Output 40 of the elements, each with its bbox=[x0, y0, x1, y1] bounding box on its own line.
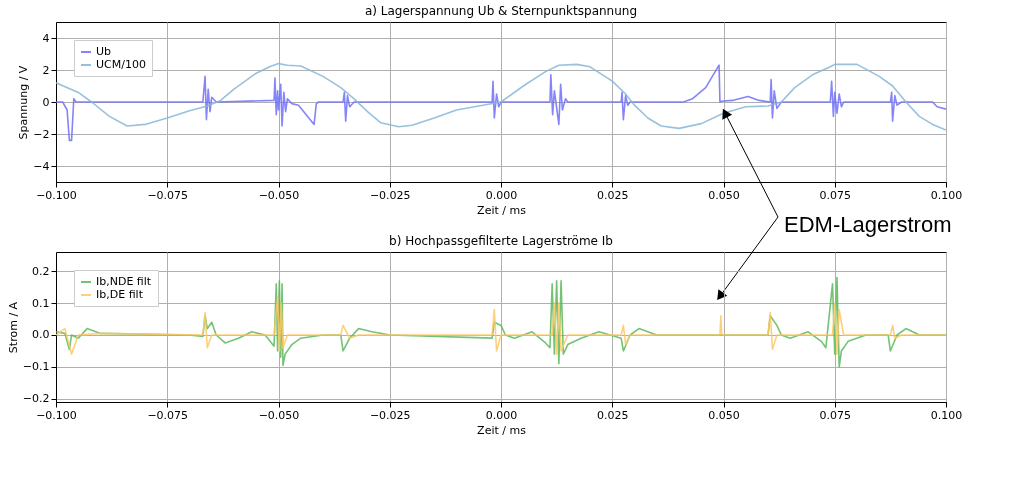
y-tick-label: −2 bbox=[33, 127, 50, 141]
y-axis-title: Strom / A bbox=[6, 301, 20, 354]
y-tick-label: 2 bbox=[42, 63, 50, 77]
x-axis-title: Zeit / ms bbox=[477, 423, 527, 437]
y-tick-label: 0.2 bbox=[32, 264, 50, 278]
y-tick-label: 4 bbox=[42, 31, 50, 45]
x-tick-label: 0.050 bbox=[708, 408, 740, 422]
line-series bbox=[56, 62, 946, 131]
x-tick-label: 0.075 bbox=[819, 408, 851, 422]
legend-label: Ub bbox=[96, 45, 112, 58]
legend-label: UCM/100 bbox=[96, 58, 146, 71]
x-tick-label: 0.000 bbox=[485, 408, 518, 422]
x-tick-label: 0.075 bbox=[819, 188, 851, 202]
x-tick-label: −0.075 bbox=[147, 408, 189, 422]
x-tick-label: −0.100 bbox=[36, 408, 77, 422]
x-tick-label: 0.025 bbox=[597, 408, 629, 422]
chart-title: b) Hochpassgefilterte Lagerströme Ib bbox=[389, 234, 613, 248]
y-tick-label: 0.1 bbox=[32, 296, 50, 310]
x-tick-label: −0.050 bbox=[258, 188, 300, 202]
annotation: EDM-Lagerstrom bbox=[784, 212, 952, 237]
y-axis-title: Spannung / V bbox=[17, 65, 31, 140]
x-tick-label: −0.025 bbox=[369, 188, 411, 202]
chart-title: a) Lagerspannung Ub & Sternpunktspannung bbox=[364, 4, 638, 18]
x-tick-label: 0.025 bbox=[597, 188, 629, 202]
y-tick-label: −0.1 bbox=[22, 360, 50, 374]
x-tick-label: −0.100 bbox=[36, 188, 77, 202]
x-tick-label: 0.050 bbox=[708, 188, 740, 202]
x-tick-label: 0.000 bbox=[485, 188, 518, 202]
x-tick-label: −0.025 bbox=[369, 408, 411, 422]
legend-label: Ib,NDE filt bbox=[96, 275, 152, 288]
y-tick-label: 0 bbox=[42, 95, 50, 109]
y-tick-label: −4 bbox=[33, 159, 50, 173]
x-tick-label: −0.075 bbox=[147, 188, 189, 202]
y-tick-label: −0.2 bbox=[22, 392, 50, 406]
legend-label: Ib,DE filt bbox=[96, 288, 144, 301]
x-tick-label: 0.100 bbox=[930, 188, 963, 202]
x-tick-label: −0.050 bbox=[258, 408, 300, 422]
y-tick-label: 0.0 bbox=[32, 328, 50, 342]
x-axis-title: Zeit / ms bbox=[477, 203, 527, 217]
x-tick-label: 0.100 bbox=[930, 408, 963, 422]
